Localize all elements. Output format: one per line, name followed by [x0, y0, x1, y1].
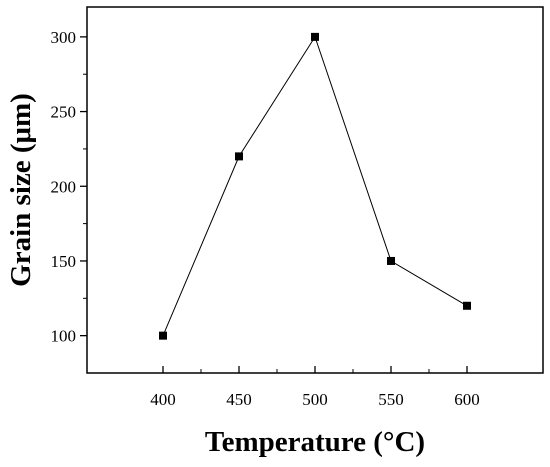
data-point	[159, 331, 167, 340]
data-point	[387, 256, 395, 265]
y-tick-label: 200	[51, 177, 77, 196]
series-line	[162, 35, 468, 336]
y-tick-label: 150	[51, 252, 77, 271]
y-axis-ticks: 100 150 200 250 300	[51, 28, 87, 346]
y-tick-label: 300	[51, 28, 77, 47]
x-axis-title: Temperature (°C)	[205, 426, 425, 458]
data-point	[311, 32, 319, 41]
x-tick-label: 450	[226, 390, 252, 409]
y-tick-label: 250	[51, 103, 77, 122]
plot-frame	[86, 6, 544, 374]
y-axis-title: Grain size (μm)	[5, 93, 37, 287]
x-tick-label: 600	[454, 390, 480, 409]
x-tick-label: 400	[150, 390, 176, 409]
x-axis-ticks: 400 450 500 550 600	[150, 366, 480, 409]
y-tick-label: 100	[51, 327, 77, 346]
x-tick-label: 500	[302, 390, 328, 409]
series-layer	[159, 32, 471, 340]
x-tick-label: 550	[378, 390, 404, 409]
data-point	[463, 301, 471, 310]
data-point	[235, 152, 243, 161]
